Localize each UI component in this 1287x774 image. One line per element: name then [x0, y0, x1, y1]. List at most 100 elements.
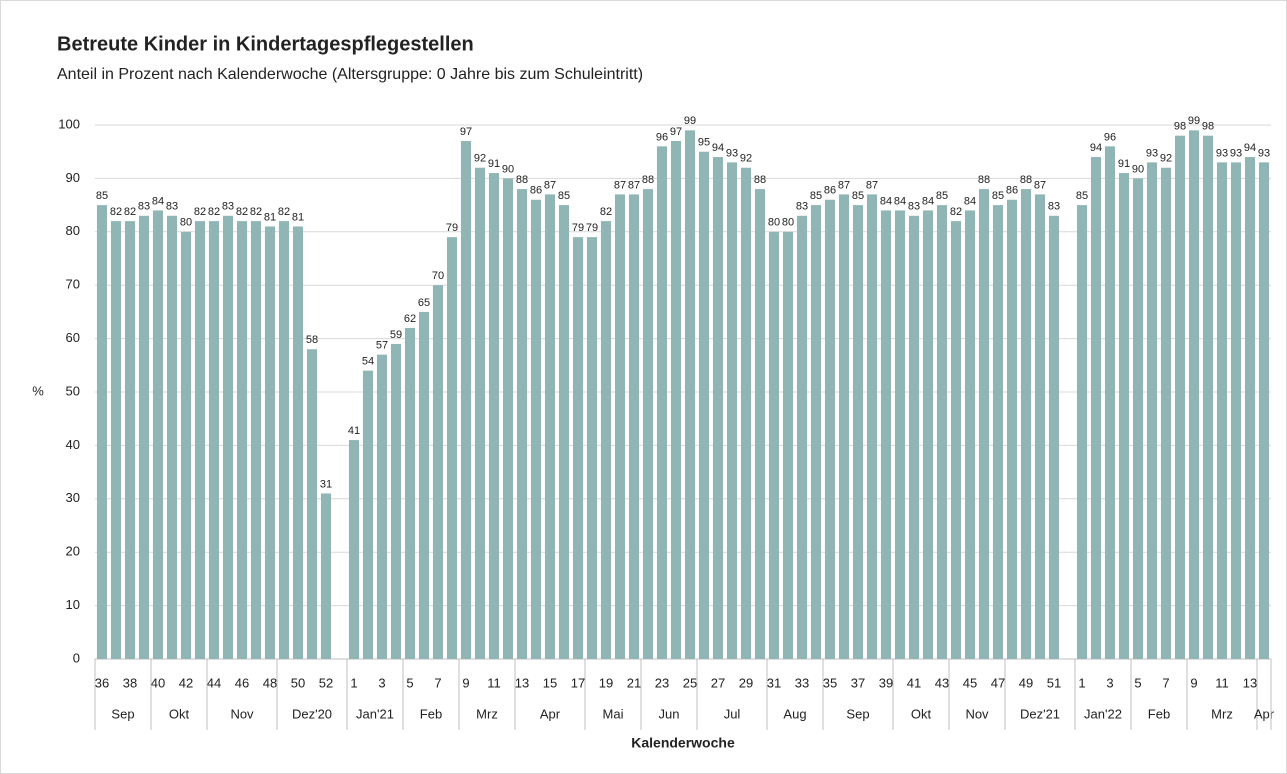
x-tick-label: 45 [963, 675, 977, 690]
data-label: 99 [1188, 115, 1200, 127]
data-label: 93 [1258, 147, 1270, 159]
bar [1216, 162, 1228, 659]
bar [390, 343, 402, 659]
bar [376, 354, 388, 659]
group-label: Jul [724, 706, 741, 721]
bar [1160, 167, 1172, 659]
bar [978, 189, 990, 659]
y-tick-label: 20 [66, 544, 80, 559]
bar [628, 194, 640, 660]
data-label: 87 [544, 179, 556, 191]
y-tick-label: 80 [66, 223, 80, 238]
x-tick-label: 38 [123, 675, 137, 690]
x-tick-label: 43 [935, 675, 949, 690]
data-label: 57 [376, 340, 388, 352]
bar [474, 167, 486, 659]
data-label: 96 [1104, 131, 1116, 143]
data-label: 96 [656, 131, 668, 143]
x-tick-label: 39 [879, 675, 893, 690]
data-label: 93 [1216, 147, 1228, 159]
data-label: 87 [1034, 179, 1046, 191]
bar [726, 162, 738, 659]
bar [348, 440, 360, 659]
bar [320, 493, 332, 659]
x-tick-label: 23 [655, 675, 669, 690]
y-tick-label: 90 [66, 170, 80, 185]
x-tick-label: 13 [1243, 675, 1257, 690]
data-label: 93 [1230, 147, 1242, 159]
data-label: 82 [194, 206, 206, 218]
bar [1230, 162, 1242, 659]
bar [740, 167, 752, 659]
data-label: 41 [348, 425, 360, 437]
x-axis-label: Kalenderwoche [631, 735, 735, 751]
bar [866, 194, 878, 660]
data-label: 59 [390, 329, 402, 341]
data-label: 95 [698, 137, 710, 149]
data-label: 79 [572, 222, 584, 234]
bar [418, 311, 430, 659]
bar [572, 237, 584, 659]
data-label: 88 [516, 174, 528, 186]
bar [880, 210, 892, 659]
bar [600, 221, 612, 659]
data-label: 98 [1174, 121, 1186, 133]
x-tick-label: 11 [487, 675, 501, 690]
y-tick-label: 70 [66, 277, 80, 292]
x-tick-label: 13 [515, 675, 529, 690]
data-label: 87 [614, 179, 626, 191]
data-label: 88 [1020, 174, 1032, 186]
y-tick-label: 40 [66, 437, 80, 452]
bar [922, 210, 934, 659]
bar [838, 194, 850, 660]
x-tick-label: 3 [1106, 675, 1113, 690]
bar [712, 157, 724, 660]
x-tick-label: 31 [767, 675, 781, 690]
data-label: 87 [838, 179, 850, 191]
data-label: 81 [292, 211, 304, 223]
bar [250, 221, 262, 659]
bar [138, 215, 150, 659]
x-tick-label: 9 [462, 675, 469, 690]
bar [404, 327, 416, 659]
bar [488, 173, 500, 659]
data-label: 58 [306, 334, 318, 346]
data-label: 88 [978, 174, 990, 186]
bar [362, 370, 374, 659]
bar [1174, 135, 1186, 659]
data-label: 82 [950, 206, 962, 218]
bar [124, 221, 136, 659]
data-label: 99 [684, 115, 696, 127]
y-tick-label: 30 [66, 490, 80, 505]
x-tick-label: 21 [627, 675, 641, 690]
bar [1020, 189, 1032, 659]
x-tick-label: 29 [739, 675, 753, 690]
group-label: Jan'21 [356, 706, 394, 721]
bar [278, 221, 290, 659]
data-label: 83 [796, 201, 808, 213]
data-label: 82 [208, 206, 220, 218]
group-label: Dez'20 [292, 706, 332, 721]
bar [1244, 157, 1256, 660]
data-label: 98 [1202, 121, 1214, 133]
bar [824, 199, 836, 659]
group-label: Feb [1148, 706, 1170, 721]
y-tick-label: 50 [66, 383, 80, 398]
data-label: 65 [418, 297, 430, 309]
bar [152, 210, 164, 659]
y-tick-label: 10 [66, 597, 80, 612]
bar [236, 221, 248, 659]
bar [166, 215, 178, 659]
data-label: 92 [740, 153, 752, 165]
y-axis-label: % [32, 383, 44, 398]
x-tick-label: 9 [1190, 675, 1197, 690]
data-label: 81 [264, 211, 276, 223]
data-label: 80 [180, 217, 192, 229]
bar [208, 221, 220, 659]
bar [530, 199, 542, 659]
data-label: 85 [852, 190, 864, 202]
bar [558, 205, 570, 659]
data-label: 79 [586, 222, 598, 234]
data-label: 85 [992, 190, 1004, 202]
